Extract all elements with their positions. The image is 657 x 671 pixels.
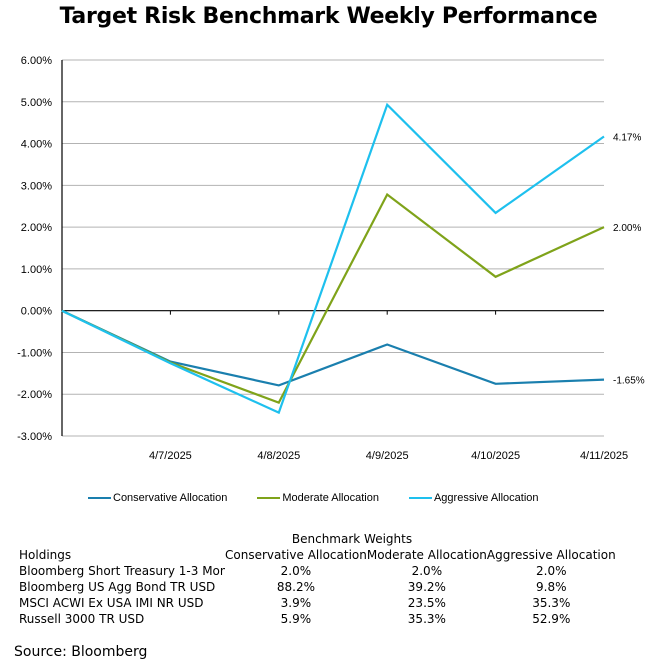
header-holdings: Holdings <box>19 548 72 562</box>
y-tick-label: -3.00% <box>17 431 52 443</box>
weight-aggressive: 35.3% <box>532 596 571 610</box>
x-tick-label: 4/11/2025 <box>580 450 628 462</box>
legend-label: Moderate Allocation <box>282 492 379 504</box>
y-tick-label: 3.00% <box>21 180 52 192</box>
x-tick-label: 4/7/2025 <box>149 450 192 462</box>
weight-aggressive: 9.8% <box>536 580 567 594</box>
header-moderate: Moderate Allocation <box>366 548 487 562</box>
legend-swatch-conservative <box>88 497 111 499</box>
data-labels: -1.65% 2.00% 4.17% <box>613 132 645 386</box>
weights-table: Holdings Conservative Allocation Moderat… <box>19 547 616 627</box>
y-tick-label: 6.00% <box>21 55 52 67</box>
table-row: Russell 3000 TR USD 5.9% 35.3% 52.9% <box>19 611 616 627</box>
series-lines <box>61 102 605 415</box>
weight-moderate: 39.2% <box>407 580 446 594</box>
table-row: MSCI ACWI Ex USA IMI NR USD 3.9% 23.5% 3… <box>19 595 616 611</box>
y-tick-label: -2.00% <box>17 389 52 401</box>
weights-caption: Benchmark Weights <box>291 532 413 546</box>
y-tick-label: -1.00% <box>17 347 52 359</box>
data-label-aggressive-allocation: 4.17% <box>613 132 641 143</box>
weights-header-row: Holdings Conservative Allocation Moderat… <box>19 547 616 563</box>
holding-name: Russell 3000 TR USD <box>19 612 145 626</box>
gridlines <box>62 59 604 437</box>
x-axis-ticks: 4/7/2025 4/8/2025 4/9/2025 4/10/2025 4/11/20… <box>149 450 628 462</box>
legend-item-conservative: Conservative Allocation <box>88 492 227 504</box>
legend-label: Conservative Allocation <box>113 492 228 504</box>
header-aggressive: Aggressive Allocation <box>486 548 616 562</box>
y-tick-label: 0.00% <box>21 306 52 318</box>
holding-name: MSCI ACWI Ex USA IMI NR USD <box>19 596 204 610</box>
y-axis-ticks: 6.00% 5.00% 4.00% 3.00% 2.00% 1.00% 0.00% -1.00… <box>17 55 52 443</box>
axes <box>61 60 604 436</box>
source-note: Source: Bloomberg <box>14 644 148 660</box>
data-label-moderate-allocation: 2.00% <box>613 223 641 234</box>
legend-item-aggressive: Aggressive Allocation <box>408 492 539 504</box>
line-chart: 6.00% 5.00% 4.00% 3.00% 2.00% 1.00% 0.00% -1.00… <box>17 55 645 462</box>
legend: Conservative Allocation Moderate Allocat… <box>88 492 539 504</box>
weight-conservative: 3.9% <box>280 596 312 610</box>
weight-aggressive: 52.9% <box>532 612 571 626</box>
weight-moderate: 23.5% <box>407 596 446 610</box>
data-label-conservative-allocation: -1.65% <box>613 376 645 387</box>
table-row: Bloomberg Short Treasury 1-3 Mon 2.0% 2.… <box>19 563 616 579</box>
series-line-conservative-allocation <box>61 309 605 387</box>
y-tick-label: 5.00% <box>21 97 52 109</box>
holding-name: Bloomberg US Agg Bond TR USD <box>19 580 216 594</box>
chart-title: Target Risk Benchmark Weekly Performance <box>59 4 598 29</box>
legend-item-moderate: Moderate Allocation <box>257 492 379 504</box>
y-tick-label: 2.00% <box>21 222 52 234</box>
x-tick-label: 4/10/2025 <box>471 450 520 462</box>
series-line-moderate-allocation <box>61 192 605 404</box>
header-conservative: Conservative Allocation <box>225 548 367 562</box>
x-tick-label: 4/9/2025 <box>366 450 409 462</box>
weight-conservative: 5.9% <box>280 612 312 626</box>
x-tick-label: 4/8/2025 <box>257 450 300 462</box>
y-tick-label: 1.00% <box>21 264 52 276</box>
y-tick-label: 4.00% <box>21 139 52 151</box>
legend-label: Aggressive Allocation <box>433 492 539 504</box>
weight-conservative: 2.0% <box>280 564 312 578</box>
legend-swatch-aggressive <box>408 497 432 499</box>
legend-swatch-moderate <box>257 497 281 499</box>
weight-moderate: 2.0% <box>411 564 443 578</box>
series-line-aggressive-allocation <box>61 102 605 415</box>
holding-name: Bloomberg Short Treasury 1-3 Mon <box>19 564 225 578</box>
table-row: Bloomberg US Agg Bond TR USD 88.2% 39.2%… <box>19 579 616 595</box>
weight-conservative: 88.2% <box>276 580 315 594</box>
weight-moderate: 35.3% <box>407 612 446 626</box>
weight-aggressive: 2.0% <box>536 564 567 578</box>
